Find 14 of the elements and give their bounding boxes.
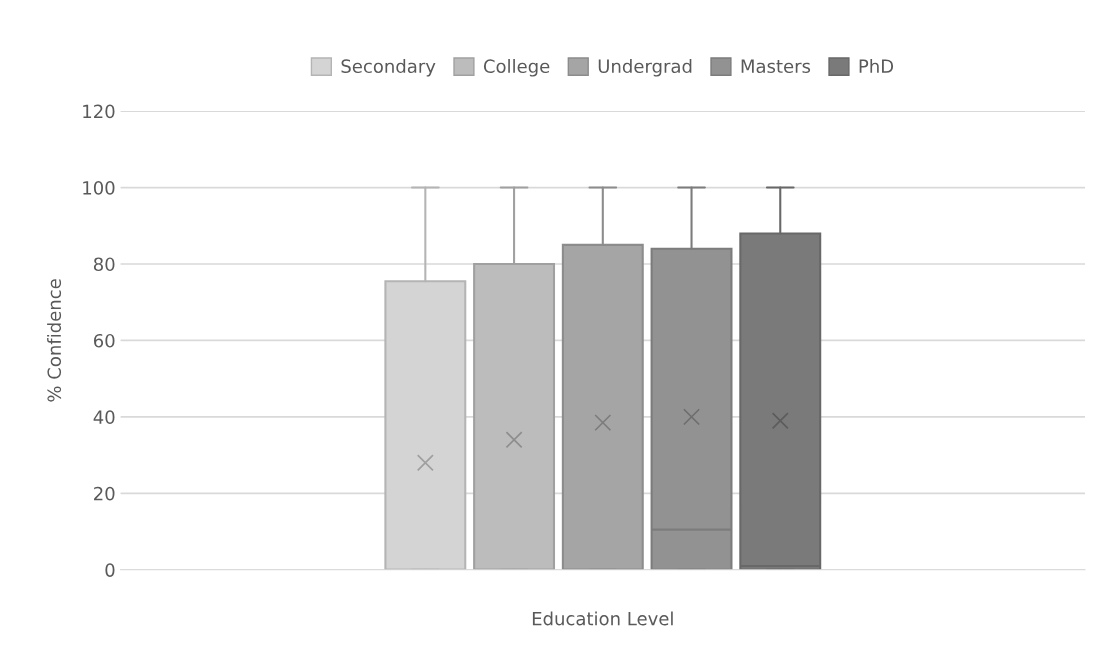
legend-label: PhD [859, 59, 894, 73]
y-tick-label: 100 [83, 181, 115, 195]
x-axis-title: Education Level [532, 611, 673, 626]
y-tick-label: 0 [105, 563, 115, 577]
legend-label: College [483, 59, 550, 77]
legend-label: Secondary [341, 59, 436, 77]
legend-label: Undergrad [598, 59, 692, 77]
y-tick-label: 40 [93, 410, 115, 424]
y-tick-label: 20 [94, 486, 115, 501]
legend-label: Masters [741, 59, 811, 74]
y-axis-title: % Confidence [47, 279, 62, 402]
y-tick-label: 60 [93, 333, 115, 348]
y-tick-label: 120 [83, 104, 115, 119]
y-tick-label: 80 [93, 257, 115, 272]
